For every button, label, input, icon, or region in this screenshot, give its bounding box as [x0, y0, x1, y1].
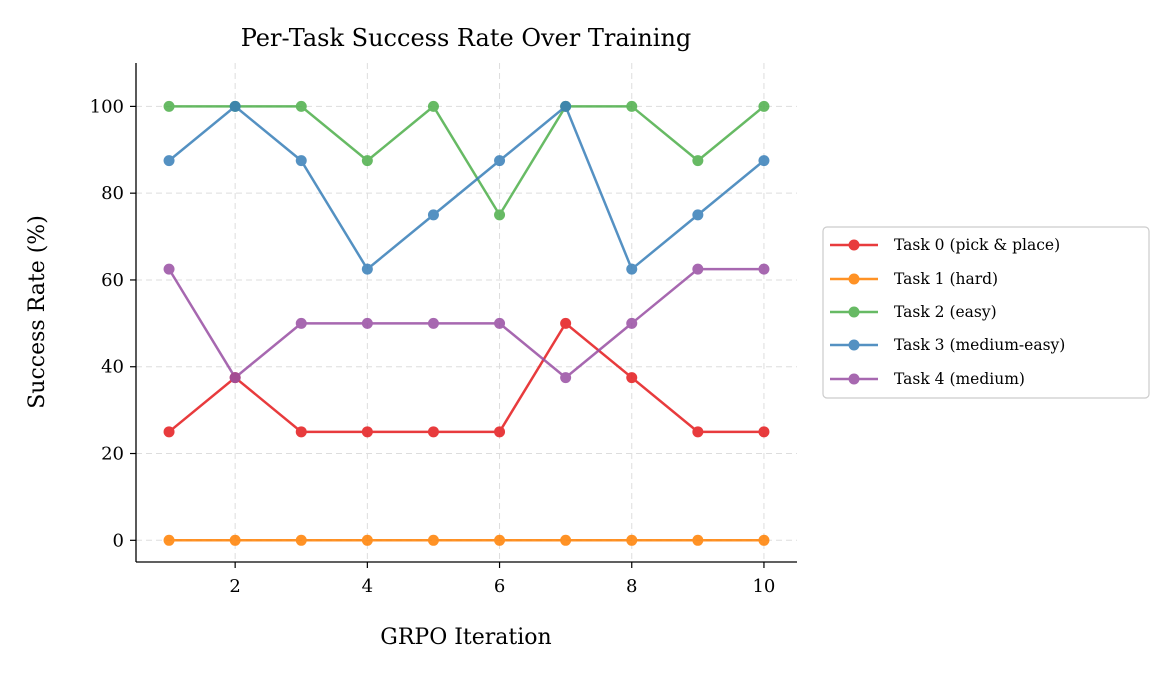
data-point — [229, 372, 241, 384]
data-point — [427, 426, 439, 438]
data-point — [758, 100, 770, 112]
data-point — [295, 155, 307, 167]
y-tick-label: 20 — [101, 444, 124, 465]
data-point — [361, 426, 373, 438]
legend-entry: Task 4 (medium) — [830, 370, 1025, 388]
series-3 — [163, 100, 770, 275]
data-point — [427, 209, 439, 221]
y-tick-label: 60 — [101, 270, 124, 291]
legend-label: Task 0 (pick & place) — [894, 236, 1060, 254]
legend-dot — [848, 273, 860, 285]
data-point — [692, 426, 704, 438]
data-point — [626, 372, 638, 384]
data-point — [295, 317, 307, 329]
legend-entry: Task 2 (easy) — [830, 303, 997, 321]
data-point — [692, 209, 704, 221]
data-point — [163, 155, 175, 167]
x-tick-label: 6 — [494, 576, 505, 597]
x-tick-label: 10 — [752, 576, 775, 597]
data-point — [758, 534, 770, 546]
data-point — [295, 534, 307, 546]
chart-title: Per-Task Success Rate Over Training — [241, 24, 692, 52]
x-tick-label: 8 — [626, 576, 637, 597]
legend-marker — [830, 306, 878, 318]
data-point — [295, 100, 307, 112]
data-point — [560, 534, 572, 546]
data-point — [163, 100, 175, 112]
y-tick-label: 100 — [90, 96, 124, 117]
data-point — [163, 263, 175, 275]
legend-label: Task 2 (easy) — [894, 303, 997, 321]
data-point — [494, 426, 506, 438]
data-point — [494, 155, 506, 167]
data-point — [494, 209, 506, 221]
data-point — [692, 534, 704, 546]
data-point — [361, 263, 373, 275]
data-point — [427, 534, 439, 546]
legend-marker — [830, 373, 878, 385]
series-group — [163, 100, 770, 546]
legend-marker — [830, 273, 878, 285]
data-point — [560, 317, 572, 329]
data-point — [692, 263, 704, 275]
data-point — [626, 100, 638, 112]
grid — [136, 63, 797, 562]
data-point — [361, 155, 373, 167]
legend-label: Task 4 (medium) — [894, 370, 1025, 388]
data-point — [361, 534, 373, 546]
data-point — [229, 100, 241, 112]
legend-entry: Task 1 (hard) — [830, 270, 998, 288]
data-point — [163, 534, 175, 546]
series-2 — [163, 100, 770, 221]
data-point — [427, 100, 439, 112]
x-tick-label: 4 — [362, 576, 373, 597]
legend-marker — [830, 239, 878, 251]
y-tick-label: 80 — [101, 183, 124, 204]
data-point — [295, 426, 307, 438]
data-point — [758, 155, 770, 167]
data-point — [758, 426, 770, 438]
series-line — [169, 104, 765, 218]
series-line — [168, 104, 765, 272]
y-tick-label: 0 — [113, 530, 124, 551]
data-point — [494, 317, 506, 329]
legend-dot — [848, 239, 860, 251]
legend-entry: Task 0 (pick & place) — [830, 236, 1060, 254]
legend: Task 0 (pick & place) Task 1 (hard) Task 2… — [822, 226, 1150, 399]
data-point — [692, 155, 704, 167]
y-tick-label: 40 — [101, 357, 124, 378]
legend-label: Task 3 (medium-easy) — [894, 336, 1065, 354]
legend-label: Task 1 (hard) — [894, 270, 998, 288]
series-line — [168, 321, 764, 434]
series-0 — [163, 317, 770, 438]
series-1 — [163, 534, 770, 546]
legend-dot — [848, 339, 860, 351]
data-point — [758, 263, 770, 275]
data-point — [494, 534, 506, 546]
x-tick-label: 2 — [229, 576, 240, 597]
legend-dot — [848, 373, 860, 385]
data-point — [361, 317, 373, 329]
legend-dot — [848, 306, 860, 318]
data-point — [626, 263, 638, 275]
series-4 — [163, 263, 770, 384]
data-point — [163, 426, 175, 438]
data-point — [427, 317, 439, 329]
legend-marker — [830, 339, 878, 351]
x-axis-label: GRPO Iteration — [380, 625, 551, 650]
data-point — [560, 100, 572, 112]
data-point — [626, 534, 638, 546]
y-axis-label: Success Rate (%) — [25, 215, 50, 409]
data-point — [229, 534, 241, 546]
legend-box — [822, 226, 1150, 399]
data-point — [626, 317, 638, 329]
legend-entry: Task 3 (medium-easy) — [830, 336, 1065, 354]
series-line — [167, 267, 764, 380]
data-point — [560, 372, 572, 384]
